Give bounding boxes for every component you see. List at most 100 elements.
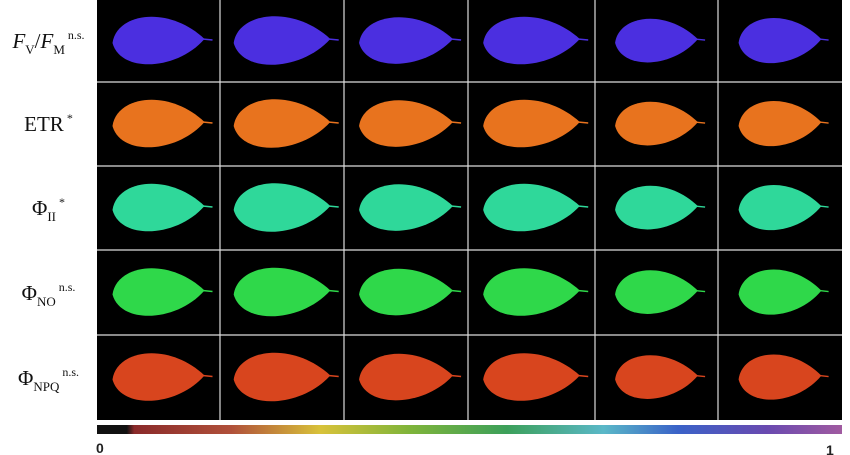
leaf-stem <box>328 205 339 208</box>
leaf-blade <box>738 354 822 400</box>
leaf-stem <box>328 374 339 378</box>
leaf-blade <box>615 355 698 399</box>
row-label: ΦNOn.s. <box>0 281 97 308</box>
leaf-stem <box>202 121 213 124</box>
leaf-stem <box>696 38 706 41</box>
significance: n.s. <box>67 28 85 42</box>
row-label: ΦNPQn.s. <box>0 366 97 393</box>
leaf-stem <box>577 205 589 208</box>
leaf <box>738 354 829 400</box>
leaf <box>615 18 706 63</box>
leaf-blade <box>483 99 580 148</box>
leaf-grid <box>97 0 842 420</box>
row-label: ΦII* <box>0 196 97 223</box>
leaf-blade <box>233 16 331 65</box>
leaf-stem <box>202 205 213 208</box>
leaf <box>112 16 213 65</box>
label-part: V <box>25 42 35 57</box>
leaf-stem <box>202 38 213 41</box>
leaf-blade <box>738 269 822 315</box>
label-part: Φ <box>31 196 48 220</box>
leaf-blade <box>483 183 580 232</box>
leaf-stem <box>696 289 706 293</box>
leaf-stem <box>328 38 339 41</box>
leaf-stem <box>577 374 589 378</box>
significance: n.s. <box>62 364 80 379</box>
label-part: M <box>53 42 65 57</box>
leaf-stem <box>819 121 829 124</box>
leaf <box>738 269 829 315</box>
label-part: Φ <box>17 365 34 390</box>
leaf <box>738 18 829 64</box>
leaf-blade <box>233 183 331 232</box>
leaf-blade <box>112 16 205 65</box>
leaf-stem <box>450 38 462 41</box>
significance: * <box>59 195 66 209</box>
leaf <box>615 355 706 399</box>
label-part: F <box>40 29 54 53</box>
leaf-blade <box>615 101 698 146</box>
leaf <box>615 101 706 146</box>
leaf-stem <box>577 38 589 41</box>
leaf <box>112 268 213 316</box>
leaf-blade <box>615 18 698 63</box>
leaf <box>233 352 339 402</box>
leaf-blade <box>233 99 331 148</box>
row-label: ETR * <box>0 112 97 135</box>
colorbar <box>97 425 842 434</box>
leaf <box>615 270 706 314</box>
leaf-blade <box>359 17 453 64</box>
leaf-blade <box>738 18 822 64</box>
row-label: FV/FMn.s. <box>0 29 97 56</box>
leaf-stem <box>450 121 462 124</box>
label-part: / <box>34 29 41 53</box>
leaf-blade <box>233 267 331 317</box>
label-part: ETR <box>24 112 64 136</box>
leaf-stem <box>202 289 213 293</box>
leaf <box>233 99 339 148</box>
leaf <box>738 185 829 231</box>
leaf-stem <box>328 121 339 124</box>
significance: * <box>66 111 73 125</box>
leaf-blade <box>112 353 205 401</box>
leaf <box>483 353 589 401</box>
leaf-blade <box>483 16 580 65</box>
leaf <box>359 353 462 401</box>
leaf <box>483 183 589 232</box>
leaf-blade <box>615 185 698 230</box>
leaf-blade <box>483 353 580 401</box>
leaf <box>359 17 462 64</box>
leaf-stem <box>450 289 462 293</box>
leaf-stem <box>819 205 829 208</box>
leaf-blade <box>483 268 580 316</box>
label-part: NO <box>36 293 56 309</box>
leaf <box>112 353 213 401</box>
leaf-blade <box>738 185 822 231</box>
leaf <box>359 184 462 231</box>
label-part: Φ <box>21 280 37 305</box>
leaf-stem <box>328 289 339 293</box>
leaf-blade <box>112 268 205 316</box>
leaf-blade <box>233 352 331 402</box>
leaf-stem <box>696 205 706 208</box>
leaf-stem <box>450 205 462 208</box>
label-part: II <box>47 209 57 224</box>
leaf <box>359 268 462 316</box>
leaf-blade <box>359 268 453 316</box>
leaf <box>483 268 589 316</box>
leaf <box>359 100 462 147</box>
leaf <box>233 183 339 232</box>
leaf <box>738 101 829 147</box>
leaf-stem <box>819 38 829 41</box>
leaf <box>615 185 706 230</box>
leaf-stem <box>819 289 829 293</box>
leaf <box>483 16 589 65</box>
leaf-blade <box>738 101 822 147</box>
leaf <box>233 267 339 317</box>
leaf-stem <box>696 121 706 124</box>
leaf <box>112 183 213 232</box>
leaf-stem <box>450 374 462 378</box>
leaf-stem <box>819 374 829 378</box>
leaf-stem <box>577 121 589 124</box>
